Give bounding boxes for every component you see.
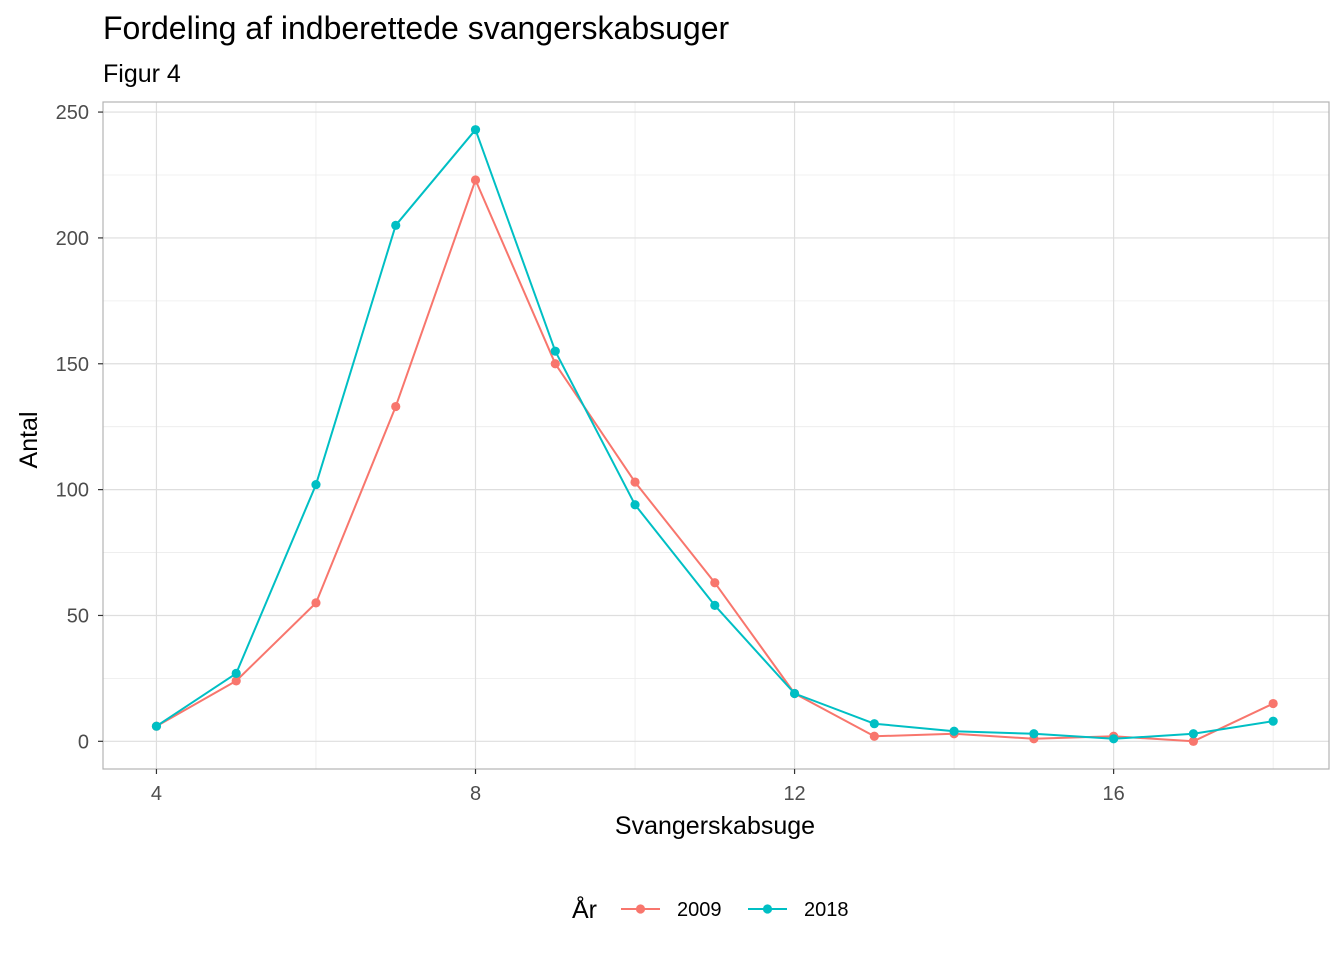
y-axis-title: Antal (15, 412, 43, 469)
data-point-2009 (869, 731, 879, 741)
legend-label: 2018 (804, 899, 849, 921)
series-layer (151, 125, 1278, 746)
series-2009 (151, 175, 1278, 746)
data-point-2018 (1268, 716, 1278, 726)
data-point-2018 (311, 479, 321, 490)
legend-key-point (762, 904, 773, 914)
data-point-2018 (949, 726, 959, 736)
legend-items: 2009 2018 (621, 899, 849, 921)
data-point-2009 (710, 578, 720, 588)
data-point-2009 (231, 676, 241, 686)
plot-panel-border (102, 101, 1330, 770)
x-tick-label: 12 (783, 783, 805, 805)
data-point-2018 (869, 719, 879, 729)
legend: År 2009 2018 (572, 894, 849, 924)
data-point-2018 (550, 346, 560, 356)
data-point-2009 (1188, 736, 1198, 746)
x-tick-label: 16 (1103, 783, 1125, 805)
chart-title: Fordeling af indberettede svangerskabsug… (103, 10, 730, 46)
data-point-2009 (1268, 698, 1278, 709)
series-2018 (151, 125, 1278, 744)
data-point-2018 (630, 500, 640, 510)
legend-item-2018: 2018 (748, 899, 849, 921)
y-tick-label: 200 (56, 228, 89, 250)
data-point-2018 (470, 125, 481, 135)
data-point-2018 (1188, 729, 1198, 739)
chart-subtitle: Figur 4 (103, 60, 181, 88)
legend-key-point (635, 904, 646, 914)
data-point-2018 (151, 721, 162, 731)
x-axis-title: Svangerskabsuge (615, 812, 815, 840)
legend-item-2009: 2009 (621, 899, 722, 921)
y-tick-label: 250 (56, 102, 89, 124)
data-point-2009 (470, 175, 481, 185)
data-point-2018 (231, 668, 241, 678)
legend-title: År (572, 894, 597, 924)
x-tick-label: 4 (151, 783, 162, 805)
y-tick-label: 150 (56, 354, 89, 376)
data-point-2009 (550, 359, 560, 369)
legend-label: 2009 (677, 899, 722, 921)
data-point-2018 (1029, 729, 1039, 739)
data-point-2018 (789, 688, 800, 699)
grid-lines (103, 102, 1329, 769)
data-point-2009 (391, 401, 401, 412)
data-point-2018 (391, 220, 401, 230)
data-point-2009 (311, 598, 321, 608)
data-point-2018 (710, 600, 720, 610)
data-point-2018 (1109, 734, 1119, 744)
y-tick-label: 100 (56, 480, 89, 502)
y-tick-label: 0 (78, 731, 89, 753)
x-tick-label: 8 (470, 783, 481, 805)
axis-ticks: 0 50 100 150 200 250 4 8 12 16 (56, 102, 1125, 805)
data-point-2009 (630, 477, 640, 487)
series-line-2018 (155, 128, 1274, 740)
y-tick-label: 50 (67, 605, 89, 627)
